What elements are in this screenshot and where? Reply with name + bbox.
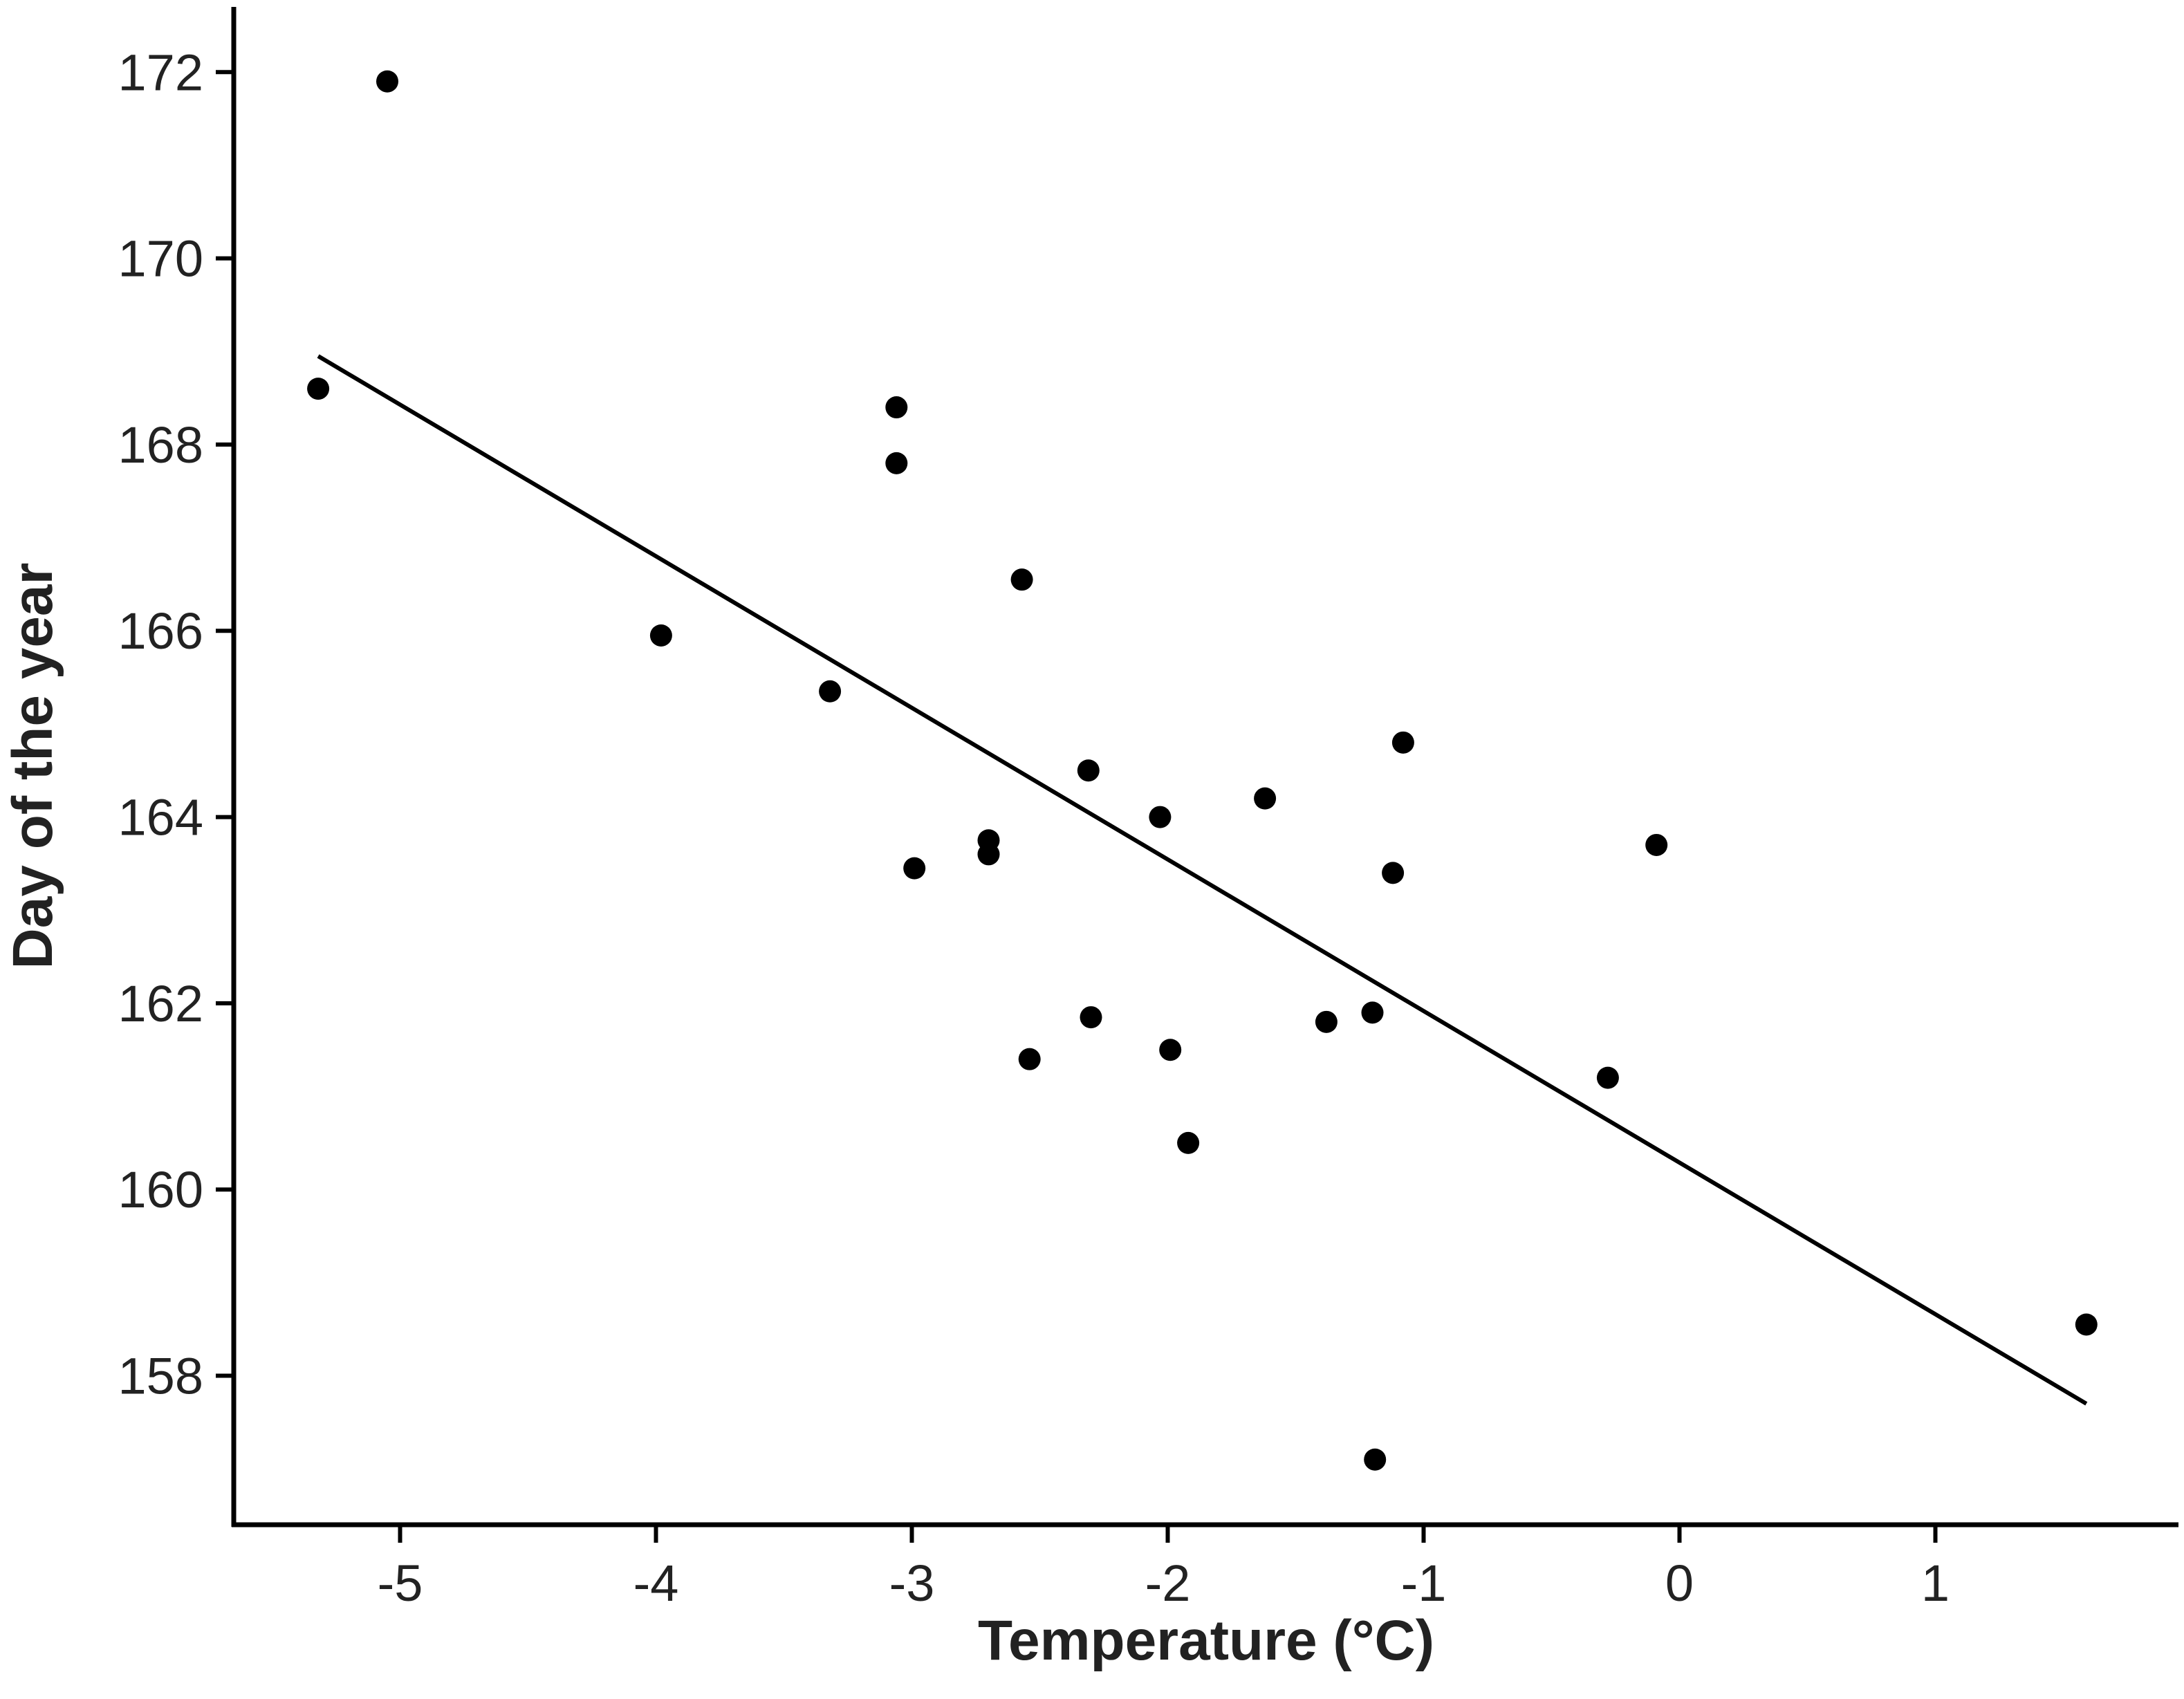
trend-line	[317, 354, 2088, 1406]
data-point	[885, 396, 908, 419]
data-point	[649, 624, 672, 647]
y-tick-label: 160	[118, 1161, 203, 1218]
data-point	[1077, 759, 1100, 782]
plot-area: 158 160 162 164 166 168 170 172 -5 -4 -3 -2 -1 0 1	[118, 7, 2178, 1612]
x-tick-label: 1	[1921, 1554, 1950, 1612]
data-point	[1254, 787, 1277, 810]
y-tick-label: 168	[118, 416, 203, 474]
y-tick-label: 172	[118, 44, 203, 101]
y-tick-label: 170	[118, 230, 203, 288]
data-point	[1315, 1010, 1338, 1033]
x-axis-title: Temperature (°C)	[978, 1609, 1434, 1672]
y-axis-ticks: 158 160 162 164 166 168 170 172	[118, 44, 234, 1405]
data-point	[1177, 1131, 1200, 1154]
x-tick-label: -4	[633, 1554, 679, 1612]
data-point	[1080, 1006, 1102, 1029]
data-point	[1010, 568, 1033, 591]
data-point	[1364, 1448, 1387, 1471]
data-point	[376, 70, 398, 93]
x-tick-label: -1	[1401, 1554, 1447, 1612]
data-point	[1391, 731, 1414, 754]
y-axis-title: Day of the year	[1, 563, 64, 969]
data-point	[1382, 862, 1405, 884]
x-tick-label: -2	[1145, 1554, 1191, 1612]
y-tick-label: 158	[118, 1348, 203, 1405]
data-point	[1645, 833, 1668, 856]
data-point	[885, 452, 908, 474]
x-tick-label: -5	[378, 1554, 423, 1612]
y-tick-label: 164	[118, 789, 203, 846]
data-point	[1159, 1039, 1182, 1061]
data-point	[307, 378, 330, 400]
data-point	[2075, 1313, 2098, 1336]
data-point	[819, 680, 842, 703]
data-points	[307, 70, 2098, 1471]
data-point	[1361, 1001, 1384, 1024]
data-point	[1149, 806, 1172, 828]
x-tick-label: -3	[889, 1554, 935, 1612]
data-point	[1596, 1066, 1619, 1089]
data-point	[977, 843, 1000, 866]
x-tick-label: 0	[1665, 1554, 1694, 1612]
y-tick-label: 162	[118, 975, 203, 1032]
data-point	[903, 857, 926, 880]
data-point	[1018, 1048, 1041, 1070]
x-axis-ticks: -5 -4 -3 -2 -1 0 1	[378, 1525, 1950, 1612]
y-tick-label: 166	[118, 602, 203, 660]
